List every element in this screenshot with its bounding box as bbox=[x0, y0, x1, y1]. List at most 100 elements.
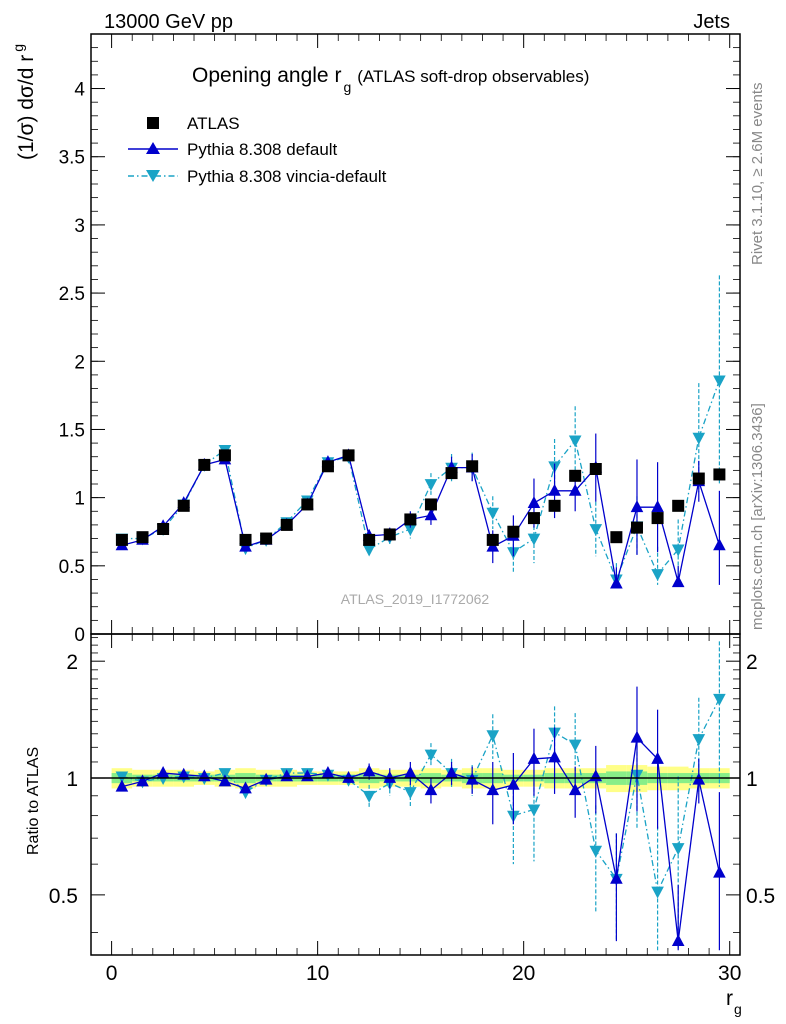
main-y-tick-label: 1.5 bbox=[59, 420, 85, 441]
atlas-data-marker bbox=[610, 531, 623, 544]
ratio-vincia-line bbox=[121, 698, 720, 894]
main-y-label-sub: g bbox=[10, 44, 26, 52]
ratio-default-marker bbox=[630, 730, 644, 743]
ratio-default-marker bbox=[362, 764, 376, 777]
atlas-data-marker bbox=[466, 460, 479, 473]
energy-label: 13000 GeV pp bbox=[104, 11, 233, 33]
ratio-default-marker bbox=[568, 783, 582, 796]
ratio-vincia-marker bbox=[692, 734, 706, 747]
x-tick-label: 30 bbox=[718, 962, 741, 985]
ratio-default-marker bbox=[321, 766, 335, 778]
ratio-y-tick-label-right: 1 bbox=[746, 768, 758, 791]
legend-mc1-marker bbox=[146, 142, 160, 154]
ratio-vincia-marker bbox=[424, 749, 438, 762]
ratio-default-line bbox=[121, 736, 721, 942]
legend-atlas-marker bbox=[147, 117, 159, 129]
atlas-data-marker bbox=[651, 512, 664, 525]
ratio-default-marker bbox=[527, 751, 541, 764]
main-y-tick-label: 3.5 bbox=[59, 148, 85, 169]
main-default-marker bbox=[671, 575, 685, 588]
main-default-marker bbox=[548, 483, 561, 496]
legend-atlas-label: ATLAS bbox=[187, 114, 240, 133]
main-y-axis-label: (1/σ) dσ/d r g bbox=[10, 44, 38, 160]
atlas-data-marker bbox=[342, 449, 355, 462]
ratio-vincia-marker bbox=[527, 804, 541, 817]
main-y-tick-label: 4 bbox=[74, 80, 85, 101]
x-tick-label: 20 bbox=[512, 962, 535, 985]
ratio-vincia-marker bbox=[486, 730, 500, 743]
ratio-default-marker bbox=[445, 766, 458, 778]
atlas-data-marker bbox=[301, 498, 314, 511]
main-vincia-marker bbox=[692, 432, 706, 445]
atlas-data-marker bbox=[383, 528, 396, 541]
main-y-tick-label: 1 bbox=[74, 489, 85, 510]
plot-title: Opening angle r g (ATLAS soft-drop observa… bbox=[192, 64, 589, 95]
main-y-label-main: (1/σ) dσ/d r bbox=[15, 55, 38, 160]
ratio-vincia-marker bbox=[671, 843, 685, 856]
x-label-main: r bbox=[726, 987, 733, 1010]
legend-mc1-label: Pythia 8.308 default bbox=[187, 140, 338, 159]
ratio-y-tick-label: 0.5 bbox=[49, 885, 78, 908]
main-vincia-marker bbox=[671, 544, 685, 557]
main-vincia-marker bbox=[404, 524, 417, 536]
ratio-y-tick-label: 2 bbox=[66, 651, 78, 674]
x-tick-label: 10 bbox=[306, 962, 329, 985]
ratio-default-marker bbox=[651, 751, 664, 764]
atlas-data-marker bbox=[280, 518, 293, 531]
atlas-data-marker bbox=[115, 533, 128, 546]
atlas-data-marker bbox=[692, 472, 705, 485]
atlas-data-marker bbox=[404, 513, 417, 526]
atlas-data-marker bbox=[630, 521, 643, 534]
ratio-default-marker bbox=[115, 779, 129, 792]
ratio-vincia-marker bbox=[651, 886, 664, 899]
ratio-vincia-marker bbox=[218, 768, 232, 781]
ratio-y-tick-label-right: 0.5 bbox=[746, 885, 775, 908]
ratio-vincia-marker bbox=[713, 693, 726, 706]
x-axis-label: rg bbox=[726, 987, 742, 1017]
ratio-vincia-marker bbox=[362, 790, 376, 803]
ratio-vincia-marker bbox=[404, 787, 417, 800]
data-series bbox=[115, 275, 726, 951]
ratio-vincia-marker bbox=[568, 739, 582, 752]
atlas-data-marker bbox=[507, 525, 520, 538]
atlas-data-marker bbox=[136, 531, 149, 544]
ratio-default-marker bbox=[713, 865, 726, 878]
atlas-data-marker bbox=[548, 499, 561, 512]
atlas-data-marker bbox=[363, 533, 376, 546]
ratio-default-marker bbox=[136, 774, 149, 787]
atlas-data-marker bbox=[589, 463, 602, 475]
main-default-line bbox=[121, 454, 721, 584]
ratio-default-marker bbox=[548, 750, 561, 763]
main-default-marker bbox=[610, 576, 623, 589]
ratio-default-marker bbox=[424, 783, 438, 796]
main-vincia-marker bbox=[651, 569, 664, 581]
ratio-y-tick-label-right: 2 bbox=[746, 651, 758, 674]
main-y-tick-label: 0.5 bbox=[59, 557, 85, 578]
main-y-tick-label: 2.5 bbox=[59, 284, 85, 305]
main-default-marker bbox=[424, 508, 438, 521]
plot-title-main: Opening angle r bbox=[192, 64, 341, 87]
ratio-default-marker bbox=[177, 767, 191, 780]
atlas-data-marker bbox=[321, 460, 334, 473]
atlas-data-marker bbox=[527, 512, 540, 525]
ratio-default-marker bbox=[218, 774, 232, 787]
main-y-tick-label: 2 bbox=[74, 352, 85, 373]
main-vincia-marker bbox=[589, 524, 603, 536]
atlas-data-marker bbox=[177, 499, 190, 512]
main-vincia-marker bbox=[424, 479, 438, 491]
plot-title-sub: g bbox=[343, 79, 351, 95]
legend-mc2-marker bbox=[146, 170, 160, 182]
atlas-data-marker bbox=[198, 458, 211, 471]
atlas-data-marker bbox=[486, 533, 499, 546]
axis-ticks: 00.511.522.533.540.5 0.51 12 20 10 20 30 bbox=[49, 34, 775, 985]
atlas-data-marker bbox=[569, 469, 582, 482]
main-y-tick-label: 0 bbox=[74, 625, 85, 646]
main-default-marker bbox=[568, 483, 582, 496]
main-y-tick-label: 3 bbox=[74, 216, 85, 237]
ratio-default-marker bbox=[671, 934, 685, 947]
atlas-data-marker bbox=[218, 449, 231, 462]
main-vincia-marker bbox=[568, 435, 582, 448]
main-vincia-marker bbox=[527, 533, 541, 546]
ratio-default-marker bbox=[507, 777, 520, 790]
